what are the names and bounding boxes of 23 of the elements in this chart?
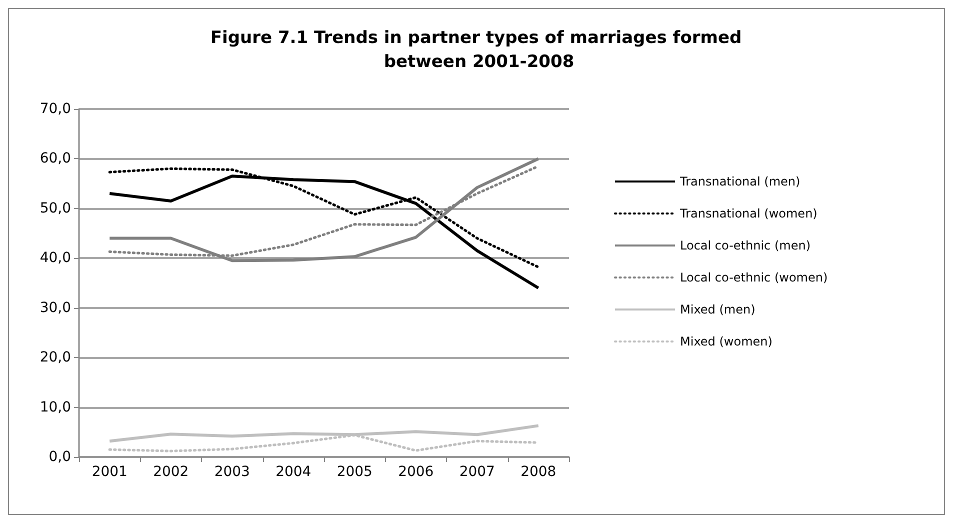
y-tick-label: 50,0 xyxy=(40,200,71,216)
x-tick-label: 2005 xyxy=(336,464,372,480)
x-tick-label: 2004 xyxy=(276,464,312,480)
chart-title: Figure 7.1 Trends in partner types of marriages formed between 2001-2008 xyxy=(210,28,748,72)
legend-label: Mixed (men) xyxy=(680,302,756,316)
x-tick-label: 2007 xyxy=(459,464,495,480)
x-tick-label: 2002 xyxy=(153,464,189,480)
x-tick-label: 2006 xyxy=(398,464,434,480)
y-tick-label: 40,0 xyxy=(40,250,71,266)
x-tick-label: 2001 xyxy=(92,464,128,480)
x-tick-label: 2008 xyxy=(520,464,556,480)
legend-label: Transnational (men) xyxy=(679,174,800,188)
y-tick-label: 30,0 xyxy=(40,300,71,316)
y-tick-label: 0,0 xyxy=(48,449,71,465)
y-tick-label: 10,0 xyxy=(40,399,71,416)
x-tick-label: 2003 xyxy=(214,464,250,480)
y-tick-label: 60,0 xyxy=(40,150,71,167)
y-tick-label: 20,0 xyxy=(40,350,71,366)
legend-label: Local co-ethnic (men) xyxy=(680,238,810,252)
legend-label: Mixed (women) xyxy=(680,334,772,348)
legend-label: Local co-ethnic (women) xyxy=(680,270,828,284)
legend-label: Transnational (women) xyxy=(679,206,818,220)
y-tick-label: 70,0 xyxy=(40,101,71,117)
